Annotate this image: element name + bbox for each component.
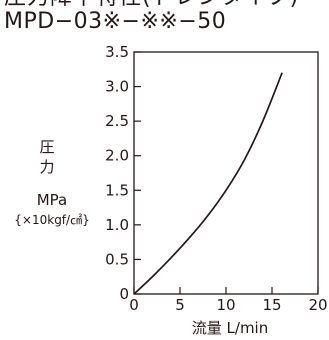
chart-subtitle-model: MPD−03※−※※−50	[4, 9, 227, 34]
x-tick-label: 15	[262, 296, 281, 314]
y-axis-label-line: MPa	[37, 191, 68, 209]
x-tick-label: 5	[175, 296, 185, 314]
x-tick-label: 0	[129, 296, 139, 314]
x-axis-label: 流量 L/min	[192, 319, 268, 337]
chart-title-partial: 圧力降下特性(ドレンタイプ)	[4, 0, 299, 10]
y-tick-label: 0.5	[105, 250, 129, 268]
series-line-0	[133, 72, 283, 295]
y-tick-label: 1.5	[105, 181, 129, 199]
y-tick-label: 3.0	[105, 78, 129, 96]
series-layer	[133, 72, 283, 295]
x-tick-label: 20	[308, 296, 327, 314]
y-axis-ticks: 0 0.5 1.0 1.5 2.0 2.5 3.0 3.5	[105, 43, 141, 303]
y-axis-label: 圧力 MPa {×10kgf/㎠}	[14, 138, 89, 227]
y-tick-label: 2.5	[105, 112, 129, 130]
x-tick-label: 10	[216, 296, 235, 314]
y-tick-label: 2.0	[105, 147, 129, 165]
plot-frame	[133, 51, 319, 295]
y-tick-label: 1.0	[105, 216, 129, 234]
y-axis-label-line: 圧	[39, 138, 54, 156]
x-axis-ticks: 0 5 10 15 20	[129, 287, 328, 314]
y-axis-label-line: 力	[39, 158, 54, 176]
y-axis-label-line: {×10kgf/㎠}	[14, 213, 89, 227]
plot-border	[133, 51, 319, 295]
y-tick-label: 3.5	[105, 43, 129, 61]
y-tick-label: 0	[119, 285, 129, 303]
